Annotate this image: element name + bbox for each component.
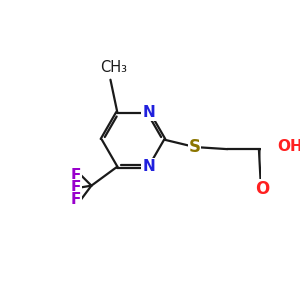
Text: N: N (142, 159, 155, 174)
Text: F: F (70, 180, 81, 195)
Text: S: S (188, 137, 200, 155)
Text: F: F (70, 192, 81, 207)
Text: N: N (142, 105, 155, 120)
Text: OH: OH (277, 139, 300, 154)
Text: O: O (255, 180, 269, 198)
Text: F: F (70, 168, 81, 183)
Text: CH₃: CH₃ (100, 60, 127, 75)
